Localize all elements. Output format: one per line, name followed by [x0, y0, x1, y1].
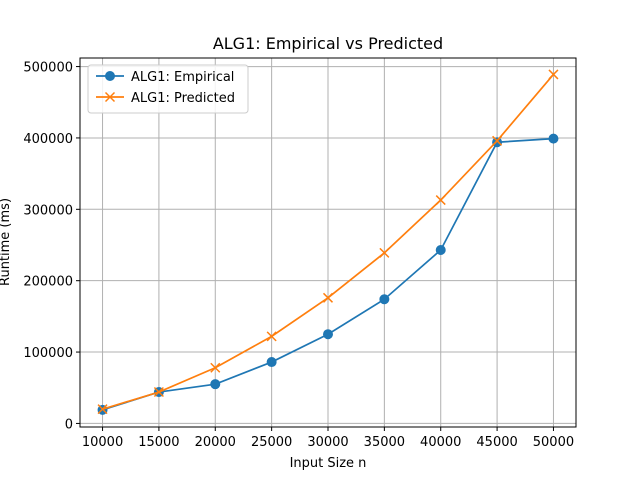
x-tick-label: 20000 — [195, 435, 236, 450]
x-axis-title: Input Size n — [290, 456, 367, 471]
data-point — [548, 69, 559, 80]
data-point — [435, 195, 446, 206]
series-layer — [97, 69, 559, 415]
axes: 10000 15000 20000 25000 30000 35000 40000 45000… — [23, 61, 574, 450]
data-point — [379, 247, 390, 258]
data-point — [97, 404, 108, 415]
x-tick-label: 10000 — [82, 435, 123, 450]
y-tick-label: 0 — [65, 417, 73, 432]
data-point — [548, 133, 559, 144]
y-tick-label: 400000 — [23, 132, 73, 147]
data-point — [210, 362, 221, 373]
x-tick-label: 15000 — [138, 435, 179, 450]
data-point — [379, 294, 390, 305]
data-point — [492, 135, 503, 146]
legend-box — [87, 64, 249, 114]
x-tick-label: 30000 — [307, 435, 348, 450]
x-tick-label: 40000 — [420, 435, 461, 450]
data-point — [492, 137, 503, 148]
x-tick-label: 50000 — [533, 435, 574, 450]
x-tick-label: 45000 — [476, 435, 517, 450]
legend-marker — [104, 91, 116, 103]
legend-label: ALG1: Predicted — [131, 91, 235, 106]
x-tick-label: 25000 — [251, 435, 292, 450]
series-predicted — [97, 69, 559, 415]
data-point — [266, 357, 277, 368]
chart-title: ALG1: Empirical vs Predicted — [213, 34, 443, 53]
data-point — [435, 244, 446, 255]
legend-label: ALG1: Empirical — [131, 70, 234, 85]
x-tick-label: 35000 — [364, 435, 405, 450]
data-point — [153, 386, 164, 398]
y-tick-label: 200000 — [23, 275, 73, 290]
legend: ALG1: Empirical ALG1: Predicted — [87, 64, 249, 114]
y-tick-label: 500000 — [23, 61, 73, 76]
data-point — [210, 379, 221, 390]
data-point — [322, 292, 334, 303]
data-point — [266, 331, 277, 342]
y-tick-label: 100000 — [23, 346, 73, 361]
data-point — [323, 329, 333, 340]
y-tick-label: 300000 — [23, 203, 73, 218]
y-axis-title: Runtime (ms) — [0, 198, 13, 286]
legend-marker — [105, 71, 115, 81]
grid — [80, 58, 576, 427]
